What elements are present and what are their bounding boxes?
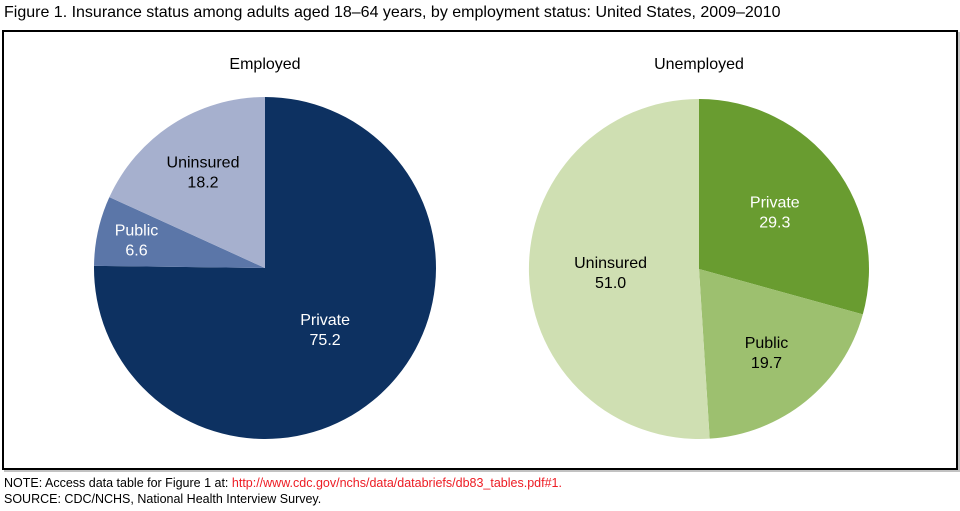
pie-title-employed: Employed (229, 56, 301, 73)
pie-label-unemployed-private: Private 29.3 (750, 194, 800, 231)
pie-slice-unemployed-private (699, 99, 869, 315)
figure-title: Figure 1. Insurance status among adults … (4, 4, 781, 21)
pie-label-unemployed-uninsured: Uninsured 51.0 (574, 255, 647, 292)
note-link[interactable]: http://www.cdc.gov/nchs/data/databriefs/… (231, 476, 559, 490)
pie-slice-unemployed-public (699, 269, 863, 439)
note-line: NOTE: Access data table for Figure 1 at:… (4, 476, 562, 490)
pie-slice-employed-private (93, 97, 436, 439)
pie-label-employed-public: Public 6.6 (115, 222, 159, 259)
pie-label-unemployed-public: Public 19.7 (745, 335, 789, 372)
pie-slice-employed-uninsured (109, 97, 266, 268)
source-line: SOURCE: CDC/NCHS, National Health Interv… (4, 492, 322, 506)
chart-area: Employed Unemployed Private 75.2 Public 6.6… (2, 30, 958, 470)
note-text: NOTE: Access data table for Figure 1 at: (4, 476, 232, 490)
pie-slice-unemployed-uninsured (528, 98, 710, 439)
note-link-period: . (558, 476, 562, 490)
pie-title-unemployed: Unemployed (654, 56, 744, 73)
pie-label-employed-uninsured: Uninsured 18.2 (167, 155, 240, 192)
pie-label-employed-private: Private 75.2 (300, 312, 350, 349)
pie-slice-employed-public (94, 197, 265, 268)
